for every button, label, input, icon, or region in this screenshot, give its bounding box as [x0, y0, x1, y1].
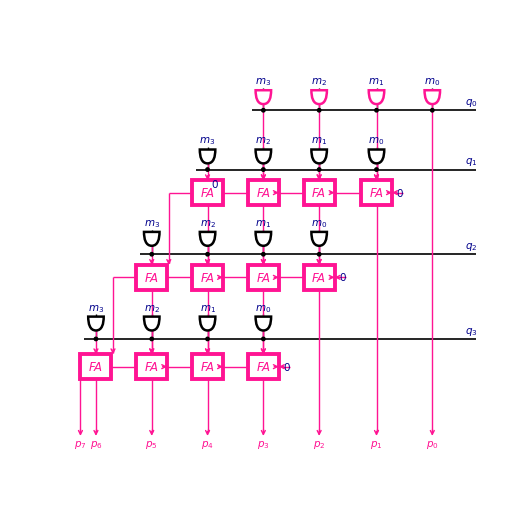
Text: 0: 0	[211, 180, 218, 189]
Circle shape	[150, 337, 153, 341]
Text: $m_2$: $m_2$	[200, 218, 215, 230]
Text: $m_3$: $m_3$	[200, 135, 215, 147]
PathPatch shape	[369, 150, 384, 164]
Text: $m_0$: $m_0$	[424, 76, 440, 88]
Circle shape	[375, 168, 378, 172]
Circle shape	[262, 337, 265, 341]
Text: FA: FA	[201, 271, 214, 285]
PathPatch shape	[369, 91, 384, 105]
Text: $m_1$: $m_1$	[200, 302, 215, 314]
PathPatch shape	[200, 317, 215, 331]
PathPatch shape	[144, 233, 160, 246]
Circle shape	[262, 168, 265, 172]
Bar	[248, 355, 279, 379]
Text: $p_1$: $p_1$	[370, 438, 383, 450]
Text: $m_1$: $m_1$	[369, 76, 385, 88]
Text: FA: FA	[312, 271, 326, 285]
PathPatch shape	[425, 91, 440, 105]
Bar	[192, 181, 223, 206]
Text: $p_0$: $p_0$	[426, 438, 439, 450]
Bar	[192, 355, 223, 379]
Bar	[192, 266, 223, 290]
Circle shape	[206, 337, 209, 341]
Text: $q_2$: $q_2$	[465, 240, 477, 252]
Text: $p_2$: $p_2$	[313, 438, 326, 450]
Bar	[136, 355, 167, 379]
Circle shape	[318, 253, 321, 257]
Text: FA: FA	[89, 360, 103, 374]
Text: FA: FA	[145, 360, 159, 374]
Text: $p_3$: $p_3$	[257, 438, 270, 450]
Text: $m_3$: $m_3$	[88, 302, 104, 314]
Text: $p_4$: $p_4$	[201, 438, 214, 450]
Circle shape	[262, 109, 265, 112]
Circle shape	[262, 253, 265, 257]
Text: $p_5$: $p_5$	[145, 438, 158, 450]
Circle shape	[375, 109, 378, 112]
Text: $m_1$: $m_1$	[255, 218, 271, 230]
Text: 0: 0	[339, 273, 346, 283]
Text: FA: FA	[370, 187, 384, 200]
Text: $m_3$: $m_3$	[255, 76, 271, 88]
Text: $q_0$: $q_0$	[464, 97, 477, 109]
Text: $m_2$: $m_2$	[311, 76, 327, 88]
Bar	[248, 181, 279, 206]
Bar	[304, 181, 335, 206]
Text: $m_2$: $m_2$	[144, 302, 160, 314]
Circle shape	[318, 168, 321, 172]
Text: $q_1$: $q_1$	[464, 156, 477, 168]
Text: $m_3$: $m_3$	[144, 218, 160, 230]
Text: FA: FA	[201, 360, 214, 374]
Bar	[361, 181, 392, 206]
Circle shape	[150, 253, 153, 257]
Circle shape	[94, 337, 98, 341]
Bar	[136, 266, 167, 290]
PathPatch shape	[311, 91, 327, 105]
Text: FA: FA	[312, 187, 326, 200]
Circle shape	[318, 109, 321, 112]
Text: $m_0$: $m_0$	[311, 218, 327, 230]
Text: 0: 0	[284, 362, 290, 372]
Circle shape	[206, 253, 209, 257]
PathPatch shape	[311, 233, 327, 246]
Text: $m_1$: $m_1$	[311, 135, 327, 147]
PathPatch shape	[255, 150, 271, 164]
Circle shape	[430, 109, 434, 112]
Text: FA: FA	[145, 271, 159, 285]
PathPatch shape	[200, 233, 215, 246]
Bar	[304, 266, 335, 290]
PathPatch shape	[311, 150, 327, 164]
PathPatch shape	[200, 150, 215, 164]
PathPatch shape	[144, 317, 160, 331]
Text: FA: FA	[201, 187, 214, 200]
Text: $p_6$: $p_6$	[89, 438, 102, 450]
PathPatch shape	[88, 317, 104, 331]
Text: 0: 0	[397, 188, 403, 198]
Text: $m_0$: $m_0$	[255, 302, 271, 314]
Text: $m_0$: $m_0$	[368, 135, 385, 147]
PathPatch shape	[255, 233, 271, 246]
Bar	[80, 355, 111, 379]
Text: $q_3$: $q_3$	[464, 325, 477, 337]
PathPatch shape	[255, 317, 271, 331]
Text: $p_7$: $p_7$	[74, 438, 87, 450]
Text: FA: FA	[256, 187, 270, 200]
Text: FA: FA	[256, 271, 270, 285]
Circle shape	[206, 168, 209, 172]
Text: $m_2$: $m_2$	[255, 135, 271, 147]
Text: FA: FA	[256, 360, 270, 374]
PathPatch shape	[255, 91, 271, 105]
Bar	[248, 266, 279, 290]
